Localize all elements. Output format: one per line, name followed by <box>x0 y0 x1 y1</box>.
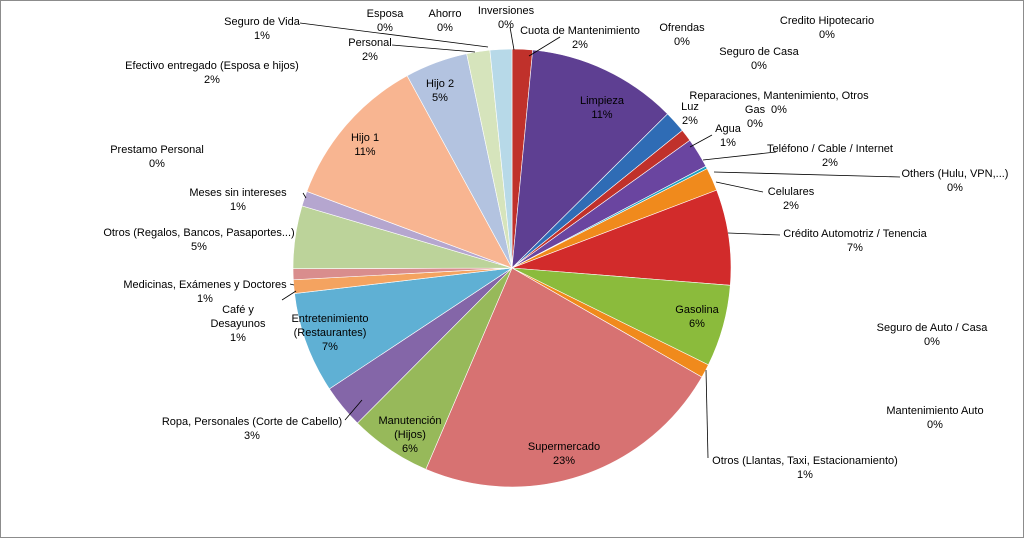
leader-line-23 <box>391 44 476 53</box>
leader-line-8 <box>727 232 781 236</box>
slice-label-2: Limpieza 11% <box>580 95 625 121</box>
slice-label-22: Hijo 2 5% <box>426 78 454 104</box>
slice-label-3: Luz 2% <box>681 101 699 127</box>
leader-line-6 <box>713 171 901 178</box>
slice-labels: Inversiones 0% Cuota de Mantenimiento 2% Lim… <box>103 5 1008 481</box>
pie-slice-21 <box>306 75 513 269</box>
slice-label-25: Ahorro 0% <box>428 8 461 34</box>
leader-line-7 <box>715 181 764 193</box>
leader-line-1 <box>528 36 561 57</box>
slice-label-20: Efectivo entregado (Esposa e hijos) 2% <box>125 60 299 86</box>
pie-slice-2 <box>511 49 669 269</box>
slice-label-24: Esposa 0% <box>367 8 405 34</box>
leader-line-5 <box>702 151 777 161</box>
slice-label-15: Café y Desayunos 1% <box>210 304 266 344</box>
slice-label-10: Otros (Llantas, Taxi, Estacionamiento) 1% <box>712 455 898 481</box>
leader-line-4 <box>689 134 713 148</box>
pie-slice-26 <box>489 48 513 269</box>
leader-line-15 <box>281 290 297 301</box>
leader-line-26 <box>299 22 489 48</box>
leader-lines <box>281 22 901 459</box>
slice-label-8: Crédito Automotriz / Tenencia 7% <box>783 228 927 254</box>
slice-label-11: Supermercado 23% <box>528 441 600 467</box>
slice-label-18: Meses sin intereses 1% <box>189 187 287 213</box>
slice-label-32: Seguro de Auto / Casa 0% <box>877 322 989 348</box>
leader-line-18 <box>302 192 307 199</box>
slice-label-28: Credito Hipotecario 0% <box>780 15 874 41</box>
slice-label-5: Teléfono / Cable / Internet 2% <box>767 143 893 169</box>
pie-slices <box>292 48 732 488</box>
slice-label-6: Others (Hulu, VPN,...) 0% <box>902 168 1009 194</box>
slice-label-17: Otros (Regalos, Bancos, Pasaportes...) 5% <box>103 227 294 253</box>
slice-label-27: Ofrendas 0% <box>659 22 705 48</box>
pie-slice-14 <box>294 267 513 390</box>
slice-label-23: Personal 2% <box>348 37 391 63</box>
slice-label-16: Medicinas, Exámenes y Doctores 1% <box>123 279 287 305</box>
leader-line-13 <box>344 399 363 421</box>
slice-label-14: Entretenimiento (Restaurantes) 7% <box>291 313 368 353</box>
slice-label-13: Ropa, Personales (Corte de Cabello) 3% <box>162 416 342 442</box>
slice-label-1: Cuota de Mantenimiento 2% <box>520 25 640 51</box>
slice-label-4: Agua 1% <box>715 123 742 149</box>
slice-label-12: Manutención (Hijos) 6% <box>379 415 442 455</box>
slice-label-19: Prestamo Personal 0% <box>110 144 204 170</box>
slice-label-0: Inversiones 0% <box>478 5 535 31</box>
slice-label-29: Seguro de Casa 0% <box>719 46 799 72</box>
slice-label-9: Gasolina 6% <box>675 304 719 330</box>
slice-label-26: Seguro de Vida 1% <box>224 16 301 42</box>
slice-label-7: Celulares 2% <box>768 186 815 212</box>
slice-label-31: Gas 0% <box>745 104 766 130</box>
pie-slice-11 <box>425 267 703 488</box>
leader-line-10 <box>705 369 709 459</box>
leader-line-16 <box>289 283 295 286</box>
slice-label-30: Reparaciones, Mantenimiento, Otros 0% <box>689 90 869 116</box>
leader-line-0 <box>509 26 515 51</box>
slice-label-21: Hijo 1 11% <box>351 132 379 158</box>
slice-label-33: Mantenimiento Auto 0% <box>886 405 983 431</box>
